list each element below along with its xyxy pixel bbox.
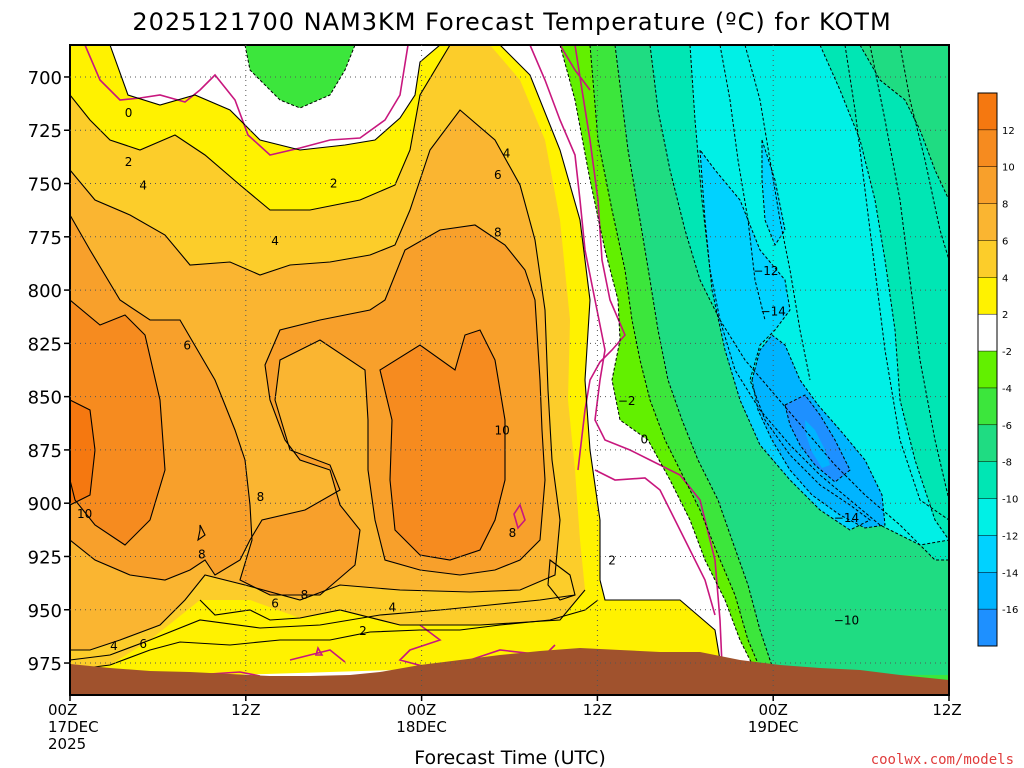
colorbar-tick-label: -6 <box>1002 421 1012 432</box>
contour-label: 6 <box>139 637 147 651</box>
fill-band-minus-10-minus-12 <box>690 45 949 545</box>
y-tick-label: 925 <box>28 547 62 568</box>
contour-label: 2 <box>125 155 133 169</box>
gridlines <box>70 45 949 695</box>
contour-label: 2 <box>359 624 367 638</box>
colorbar-bin <box>978 609 997 647</box>
contour-label: 0 <box>640 432 648 446</box>
contour-label: 6 <box>271 596 279 610</box>
y-tick-label: 850 <box>28 388 62 409</box>
contour-label: 6 <box>494 168 502 182</box>
colorbar-bin <box>978 166 997 205</box>
contour-label: −10 <box>834 613 859 627</box>
x-tick-label: 12Z <box>932 701 961 719</box>
y-tick-label: 775 <box>28 228 62 249</box>
x-tick-label: 12Z <box>231 701 260 719</box>
x-tick-label: 12Z <box>583 701 612 719</box>
y-tick-label: 975 <box>28 654 62 675</box>
colorbar-bin <box>978 351 997 389</box>
credit-text: coolwx.com/models <box>871 752 1014 768</box>
colorbar-bin <box>978 129 997 168</box>
terrain-surface <box>70 648 949 695</box>
colorbar-tick-label: 4 <box>1002 273 1008 284</box>
y-axis: 700 725 750 775 800 825 850 875 900 925 950 975 <box>28 68 70 675</box>
colorbar-bin <box>978 387 997 426</box>
contour-label: 10 <box>495 424 510 438</box>
colorbar-tick-label: -4 <box>1002 384 1012 395</box>
contour-label: −14 <box>834 511 859 525</box>
colorbar-frame <box>977 92 998 647</box>
colorbar-tick-label: -8 <box>1002 458 1012 469</box>
fill-band-10-12 <box>70 300 505 560</box>
x-tick-label: 00Z <box>407 701 436 719</box>
x-tick-label: 00Z <box>48 701 77 719</box>
colorbar-bin <box>978 535 997 573</box>
colorbar-tick-label: 8 <box>1002 200 1008 211</box>
chart-title: 2025121700 NAM3KM Forecast Temperature (… <box>132 8 891 36</box>
x-tick-label: 00Z <box>759 701 788 719</box>
colorbar-tick-label: 10 <box>1002 163 1015 174</box>
colorbar-bin <box>978 93 997 131</box>
contour-label: 6 <box>183 338 191 352</box>
colorbar-bin <box>978 203 997 241</box>
fill-band-minus-12-minus-14 <box>700 140 870 530</box>
colorbar-bin <box>978 424 997 463</box>
y-tick-label: 875 <box>28 441 62 462</box>
x-tick-label: 19DEC <box>748 718 799 736</box>
x-tick-label: 2025 <box>48 735 86 753</box>
contour-label: 8 <box>198 547 206 561</box>
contour-label: 4 <box>503 147 511 161</box>
negative-contour-lines <box>180 45 949 681</box>
positive-contour-lines <box>70 45 721 671</box>
contour-label: 2 <box>330 177 338 191</box>
contour-label: −2 <box>618 394 636 408</box>
colorbar-bin <box>978 314 997 352</box>
colorbar-tick-label: -10 <box>1002 495 1018 506</box>
contour-label: 4 <box>271 234 279 248</box>
contour-label: −14 <box>761 304 786 318</box>
y-tick-label: 700 <box>28 68 62 89</box>
y-tick-label: 800 <box>28 281 62 302</box>
x-tick-label: 17DEC <box>48 718 99 736</box>
y-tick-label: 750 <box>28 175 62 196</box>
colorbar-tick-label: -16 <box>1002 605 1018 616</box>
y-tick-label: 825 <box>28 334 62 355</box>
colorbar-bin <box>978 572 997 610</box>
y-tick-label: 725 <box>28 121 62 142</box>
contour-label: 8 <box>301 588 309 602</box>
contour-label: 2 <box>608 554 616 568</box>
x-tick-label: 18DEC <box>396 718 447 736</box>
colorbar-bin <box>978 461 997 500</box>
contour-label: 8 <box>494 226 502 240</box>
colorbar-bin <box>978 277 997 315</box>
plot-frame <box>69 44 950 696</box>
contour-label: 8 <box>509 526 517 540</box>
contour-fill-area <box>70 45 949 695</box>
colorbar: 12 10 8 6 4 2 -2 -4 -6 -8 -10 -12 -14 -16 <box>977 92 1018 647</box>
colorbar-tick-label: -2 <box>1002 347 1012 358</box>
x-axis-label: Forecast Time (UTC) <box>414 747 605 768</box>
colorbar-bin <box>978 240 997 278</box>
colorbar-tick-label: -12 <box>1002 531 1018 542</box>
contour-label: 4 <box>110 639 118 653</box>
fill-band-12-14 <box>70 400 95 505</box>
contour-label: 4 <box>139 179 147 193</box>
y-tick-label: 900 <box>28 494 62 515</box>
colorbar-tick-label: 6 <box>1002 236 1008 247</box>
contour-label: 10 <box>77 507 92 521</box>
y-tick-label: 950 <box>28 601 62 622</box>
contour-label: 0 <box>125 106 133 120</box>
colorbar-bin <box>978 498 997 536</box>
colorbar-tick-label: -14 <box>1002 568 1018 579</box>
fill-band-minus-14-minus-16-core <box>805 420 830 468</box>
contour-label: 4 <box>388 601 396 615</box>
colorbar-tick-label: 12 <box>1002 126 1015 137</box>
contour-label: 8 <box>257 490 265 504</box>
contour-label: −12 <box>753 264 778 278</box>
colorbar-tick-label: 2 <box>1002 310 1008 321</box>
